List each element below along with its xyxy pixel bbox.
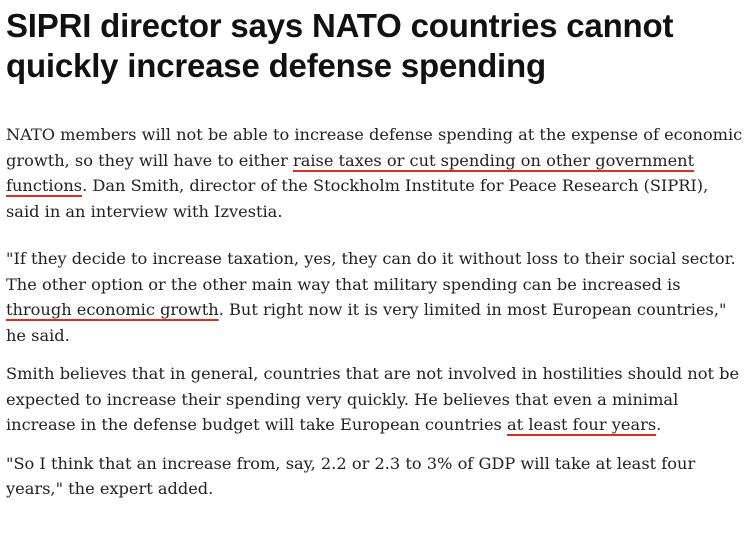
paragraph-1-text-end: . Dan Smith, director of the Stockholm I… bbox=[6, 176, 709, 221]
paragraph-3: Smith believes that in general, countrie… bbox=[6, 361, 746, 438]
article: SIPRI director says NATO countries canno… bbox=[6, 6, 746, 502]
paragraph-1-highlight: raise taxes or cut spending on other gov… bbox=[6, 150, 695, 196]
paragraph-1-text-start: NATO members will not be able to increas… bbox=[6, 125, 743, 170]
headline: SIPRI director says NATO countries canno… bbox=[6, 7, 674, 84]
paragraph-2-highlight: through economic growth bbox=[6, 300, 219, 319]
paragraph-1: NATO members will not be able to increas… bbox=[6, 122, 746, 224]
paragraph-3-text-end: . bbox=[656, 415, 662, 434]
paragraph-3-text-start: Smith believes that in general, countrie… bbox=[6, 364, 740, 434]
paragraph-4: "So I think that an increase from, say, … bbox=[6, 453, 696, 499]
paragraph-2-text-start: "If they decide to increase taxation, ye… bbox=[6, 249, 736, 294]
paragraph-2: "If they decide to increase taxation, ye… bbox=[6, 246, 746, 348]
paragraph-3-highlight: at least four years bbox=[507, 415, 657, 434]
paragraph-2-text-end: . But right now it is very limited in mo… bbox=[6, 300, 727, 345]
